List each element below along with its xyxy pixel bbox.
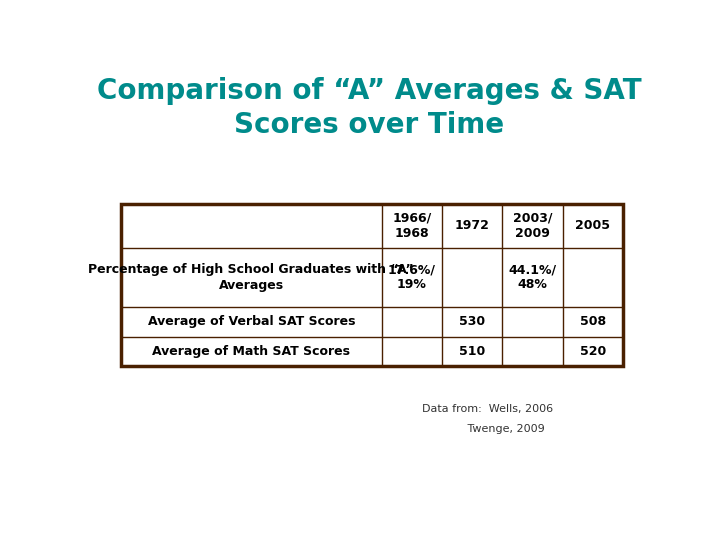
Text: 44.1%/
48%: 44.1%/ 48%: [508, 264, 557, 292]
Text: 1966/
1968: 1966/ 1968: [392, 212, 431, 240]
Text: Comparison of “A” Averages & SAT
Scores over Time: Comparison of “A” Averages & SAT Scores …: [96, 77, 642, 139]
Text: 1972: 1972: [455, 219, 490, 233]
Text: 508: 508: [580, 315, 606, 328]
Text: 520: 520: [580, 345, 606, 358]
Text: Data from:  Wells, 2006: Data from: Wells, 2006: [422, 404, 553, 414]
Text: Twenge, 2009: Twenge, 2009: [422, 424, 545, 435]
Text: 2003/
2009: 2003/ 2009: [513, 212, 552, 240]
Text: 510: 510: [459, 345, 485, 358]
Text: Average of Verbal SAT Scores: Average of Verbal SAT Scores: [148, 315, 355, 328]
Text: Average of Math SAT Scores: Average of Math SAT Scores: [152, 345, 350, 358]
Text: 530: 530: [459, 315, 485, 328]
Text: 2005: 2005: [575, 219, 611, 233]
Text: 17.6%/
19%: 17.6%/ 19%: [388, 264, 436, 292]
Text: Percentage of High School Graduates with “A”
Averages: Percentage of High School Graduates with…: [89, 263, 414, 292]
